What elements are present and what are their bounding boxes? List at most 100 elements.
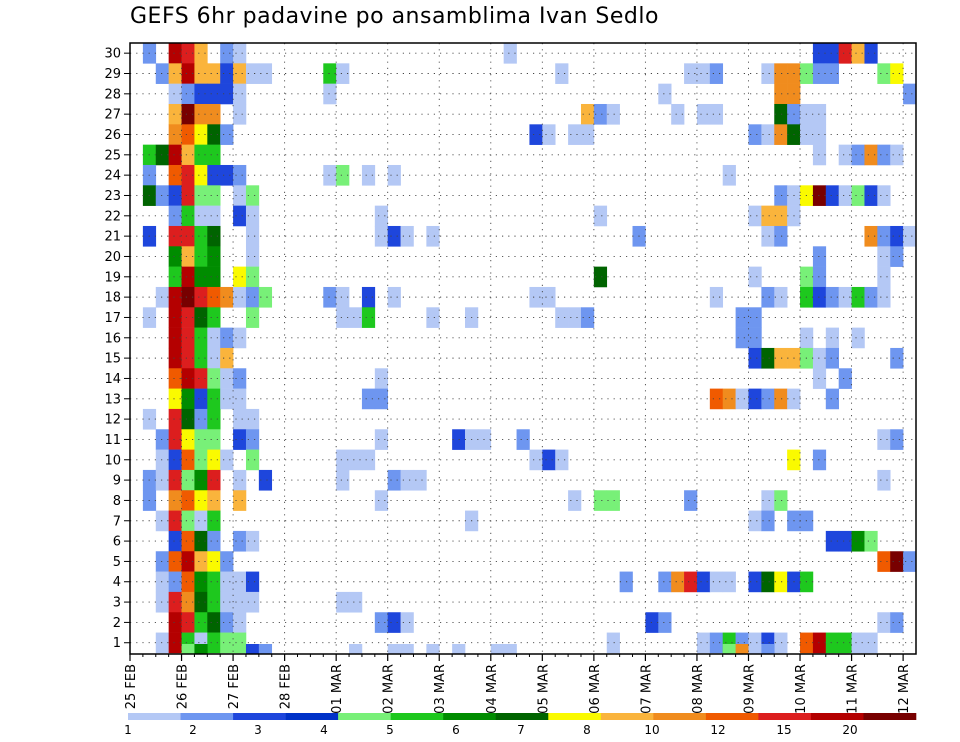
colorbar-swatch xyxy=(338,713,391,720)
heatmap-cell xyxy=(580,124,595,145)
heatmap-cell xyxy=(323,164,337,186)
heatmap-cell xyxy=(774,388,788,410)
heatmap-cell xyxy=(838,530,852,552)
heatmap-cell xyxy=(812,185,827,206)
heatmap-cell xyxy=(220,164,234,186)
x-tick-label: 02 MAR xyxy=(382,664,397,714)
heatmap-cell xyxy=(194,103,208,125)
heatmap-cell xyxy=(903,83,917,105)
heatmap-cell xyxy=(194,144,208,166)
heatmap-cell xyxy=(748,510,762,532)
heatmap-cell xyxy=(168,388,182,410)
heatmap-cell xyxy=(155,510,169,532)
grid-lines xyxy=(129,43,916,654)
heatmap-cell xyxy=(748,124,762,145)
heatmap-cell xyxy=(233,591,247,613)
heatmap-cell xyxy=(825,530,839,552)
heatmap-cell xyxy=(825,327,839,349)
heatmap-cell xyxy=(168,225,182,247)
y-tick-label: 23 xyxy=(104,189,121,204)
y-tick-label: 11 xyxy=(104,433,121,448)
heatmap-cell xyxy=(168,205,182,227)
heatmap-cell xyxy=(387,225,401,247)
heatmap-cell xyxy=(233,388,247,410)
heatmap-cell xyxy=(851,144,865,166)
heatmap-cell xyxy=(233,408,247,430)
x-tick-label: 08 MAR xyxy=(691,664,706,714)
heatmap-cell xyxy=(233,63,247,84)
colorbar-label: 7 xyxy=(517,723,525,737)
heatmap-cell xyxy=(748,205,762,227)
heatmap-cell xyxy=(684,490,698,511)
heatmap-cell xyxy=(233,266,247,288)
heatmap-cell xyxy=(361,388,376,410)
heatmap-cell xyxy=(194,185,208,206)
chart-title: GEFS 6hr padavine po ansamblima Ivan Sed… xyxy=(130,4,659,29)
heatmap-cell xyxy=(529,286,543,308)
heatmap-cell xyxy=(877,286,891,308)
heatmap-cell xyxy=(245,286,260,308)
heatmap-cell xyxy=(168,469,182,491)
y-tick-label: 24 xyxy=(104,169,121,184)
heatmap-cell xyxy=(774,63,788,84)
heatmap-cell xyxy=(207,551,221,572)
colorbar-swatch xyxy=(758,713,812,720)
heatmap-cell xyxy=(825,185,839,206)
heatmap-cell xyxy=(825,632,839,654)
heatmap-cell xyxy=(593,205,608,227)
x-tick-label: 04 MAR xyxy=(485,664,500,714)
heatmap-cell xyxy=(155,469,169,491)
heatmap-cell xyxy=(233,612,247,633)
x-tick-label: 28 FEB xyxy=(279,664,294,709)
heatmap-cell xyxy=(220,63,234,84)
heatmap-cell xyxy=(168,83,182,105)
heatmap-cell xyxy=(529,449,543,471)
heatmap-cell xyxy=(155,185,169,206)
heatmap-cell xyxy=(168,490,182,511)
y-tick-label: 6 xyxy=(113,535,121,550)
heatmap-cell xyxy=(684,63,698,84)
heatmap-cell xyxy=(168,266,182,288)
heatmap-cell xyxy=(374,368,389,389)
heatmap-cell xyxy=(181,347,195,369)
heatmap-cell xyxy=(245,205,260,227)
y-tick-label: 17 xyxy=(104,311,121,326)
heatmap-cell xyxy=(207,408,221,430)
y-tick-label: 14 xyxy=(104,372,121,387)
heatmap-cell xyxy=(890,429,904,450)
heatmap-cell xyxy=(812,103,827,125)
heatmap-cell xyxy=(220,632,234,654)
heatmap-cell xyxy=(194,307,208,328)
colorbar-label: 2 xyxy=(189,723,197,737)
heatmap-cell xyxy=(207,510,221,532)
heatmap-cell xyxy=(194,408,208,430)
heatmap-cell xyxy=(155,144,169,166)
heatmap-cell xyxy=(194,368,208,389)
heatmap-cell xyxy=(748,266,762,288)
heatmap-cell xyxy=(220,43,234,64)
heatmap-cell xyxy=(877,185,891,206)
heatmap-cell xyxy=(181,388,195,410)
heatmap-cell xyxy=(220,124,234,145)
heatmap-cell xyxy=(890,612,904,633)
heatmap-cell xyxy=(207,144,221,166)
heatmap-cell xyxy=(168,286,182,308)
heatmap-cell xyxy=(503,644,517,654)
heatmap-cell xyxy=(207,388,221,410)
y-tick-label: 15 xyxy=(104,352,121,367)
heatmap-cell xyxy=(851,632,865,654)
heatmap-cell xyxy=(696,63,711,84)
heatmap-cell xyxy=(194,286,208,308)
heatmap-cell xyxy=(774,490,788,511)
heatmap-cell xyxy=(812,266,827,288)
heatmap-cell xyxy=(233,286,247,308)
heatmap-cell xyxy=(194,644,208,654)
heatmap-cell xyxy=(207,307,221,328)
heatmap-cell xyxy=(877,144,891,166)
heatmap-cell xyxy=(207,347,221,369)
colorbar-swatch xyxy=(810,713,864,720)
heatmap-cell xyxy=(194,612,208,633)
heatmap-cell xyxy=(207,124,221,145)
heatmap-cell xyxy=(748,388,762,410)
x-tick-label: 07 MAR xyxy=(639,664,654,714)
